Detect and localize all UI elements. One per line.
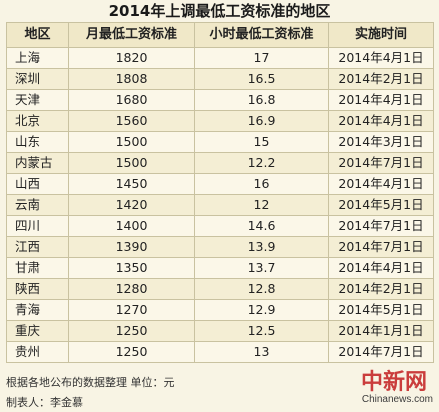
monthly-wage-cell: 1250 xyxy=(68,341,195,363)
table-row: 陕西 1280 12.8 2014年2月1日 xyxy=(6,278,434,300)
table-header-row: 地区 月最低工资标准 小时最低工资标准 实施时间 xyxy=(6,22,434,48)
hourly-wage-cell: 13.9 xyxy=(194,236,329,258)
region-cell: 四川 xyxy=(6,215,69,237)
region-cell: 贵州 xyxy=(6,341,69,363)
effective-date-cell: 2014年4月1日 xyxy=(328,257,434,279)
effective-date-cell: 2014年4月1日 xyxy=(328,47,434,69)
table-row: 天津 1680 16.8 2014年4月1日 xyxy=(6,89,434,111)
hourly-wage-cell: 16.9 xyxy=(194,110,329,132)
region-cell: 天津 xyxy=(6,89,69,111)
monthly-wage-cell: 1250 xyxy=(68,320,195,342)
region-cell: 山东 xyxy=(6,131,69,153)
region-cell: 江西 xyxy=(6,236,69,258)
table-row: 江西 1390 13.9 2014年7月1日 xyxy=(6,236,434,258)
table-title: 2014年上调最低工资标准的地区 xyxy=(108,2,331,20)
table-row: 四川 1400 14.6 2014年7月1日 xyxy=(6,215,434,237)
wage-table: 地区 月最低工资标准 小时最低工资标准 实施时间 上海 1820 17 2014年4月… xyxy=(6,22,434,363)
effective-date-cell: 2014年2月1日 xyxy=(328,68,434,90)
effective-date-cell: 2014年5月1日 xyxy=(328,299,434,321)
effective-date-cell: 2014年3月1日 xyxy=(328,131,434,153)
region-cell: 山西 xyxy=(6,173,69,195)
region-cell: 上海 xyxy=(6,47,69,69)
hourly-wage-cell: 12.5 xyxy=(194,320,329,342)
effective-date-cell: 2014年5月1日 xyxy=(328,194,434,216)
hourly-wage-cell: 15 xyxy=(194,131,329,153)
monthly-wage-cell: 1500 xyxy=(68,152,195,174)
region-cell: 云南 xyxy=(6,194,69,216)
hourly-wage-cell: 13.7 xyxy=(194,257,329,279)
monthly-wage-cell: 1560 xyxy=(68,110,195,132)
monthly-wage-cell: 1350 xyxy=(68,257,195,279)
monthly-wage-cell: 1500 xyxy=(68,131,195,153)
monthly-wage-cell: 1280 xyxy=(68,278,195,300)
watermark-url: Chinanews.com xyxy=(361,394,433,405)
table-body: 上海 1820 17 2014年4月1日 深圳 1808 16.5 2014年2月1日 天津 16… xyxy=(6,47,434,363)
monthly-wage-cell: 1808 xyxy=(68,68,195,90)
hourly-wage-cell: 12.8 xyxy=(194,278,329,300)
hourly-wage-cell: 13 xyxy=(194,341,329,363)
monthly-wage-cell: 1680 xyxy=(68,89,195,111)
hourly-wage-cell: 16.5 xyxy=(194,68,329,90)
effective-date-cell: 2014年7月1日 xyxy=(328,152,434,174)
region-cell: 陕西 xyxy=(6,278,69,300)
monthly-wage-cell: 1820 xyxy=(68,47,195,69)
hourly-wage-cell: 14.6 xyxy=(194,215,329,237)
hourly-wage-cell: 16 xyxy=(194,173,329,195)
effective-date-cell: 2014年4月1日 xyxy=(328,110,434,132)
hourly-wage-cell: 12.9 xyxy=(194,299,329,321)
region-cell: 重庆 xyxy=(6,320,69,342)
region-cell: 青海 xyxy=(6,299,69,321)
table-row: 深圳 1808 16.5 2014年2月1日 xyxy=(6,68,434,90)
source-note: 根据各地公布的数据整理 单位：元 xyxy=(6,376,175,389)
monthly-wage-cell: 1450 xyxy=(68,173,195,195)
region-cell: 北京 xyxy=(6,110,69,132)
effective-date-cell: 2014年1月1日 xyxy=(328,320,434,342)
region-cell: 深圳 xyxy=(6,68,69,90)
table-row: 青海 1270 12.9 2014年5月1日 xyxy=(6,299,434,321)
hourly-wage-cell: 16.8 xyxy=(194,89,329,111)
hourly-wage-cell: 17 xyxy=(194,47,329,69)
header-effective-date: 实施时间 xyxy=(328,22,434,48)
region-cell: 内蒙古 xyxy=(6,152,69,174)
table-row: 云南 1420 12 2014年5月1日 xyxy=(6,194,434,216)
table-row: 甘肃 1350 13.7 2014年4月1日 xyxy=(6,257,434,279)
region-cell: 甘肃 xyxy=(6,257,69,279)
monthly-wage-cell: 1400 xyxy=(68,215,195,237)
table-row: 山东 1500 15 2014年3月1日 xyxy=(6,131,434,153)
watermark-logo: 中新网 xyxy=(360,369,427,395)
header-region: 地区 xyxy=(6,22,69,48)
header-hourly-wage: 小时最低工资标准 xyxy=(194,22,329,48)
effective-date-cell: 2014年7月1日 xyxy=(328,215,434,237)
effective-date-cell: 2014年4月1日 xyxy=(328,173,434,195)
monthly-wage-cell: 1420 xyxy=(68,194,195,216)
effective-date-cell: 2014年7月1日 xyxy=(328,236,434,258)
table-row: 内蒙古 1500 12.2 2014年7月1日 xyxy=(6,152,434,174)
table-row: 贵州 1250 13 2014年7月1日 xyxy=(6,341,434,363)
table-row: 山西 1450 16 2014年4月1日 xyxy=(6,173,434,195)
effective-date-cell: 2014年7月1日 xyxy=(328,341,434,363)
table-row: 北京 1560 16.9 2014年4月1日 xyxy=(6,110,434,132)
header-monthly-wage: 月最低工资标准 xyxy=(68,22,195,48)
monthly-wage-cell: 1390 xyxy=(68,236,195,258)
table-row: 重庆 1250 12.5 2014年1月1日 xyxy=(6,320,434,342)
hourly-wage-cell: 12.2 xyxy=(194,152,329,174)
monthly-wage-cell: 1270 xyxy=(68,299,195,321)
effective-date-cell: 2014年2月1日 xyxy=(328,278,434,300)
table-row: 上海 1820 17 2014年4月1日 xyxy=(6,47,434,69)
author-note: 制表人：李金慕 xyxy=(6,396,83,409)
effective-date-cell: 2014年4月1日 xyxy=(328,89,434,111)
hourly-wage-cell: 12 xyxy=(194,194,329,216)
